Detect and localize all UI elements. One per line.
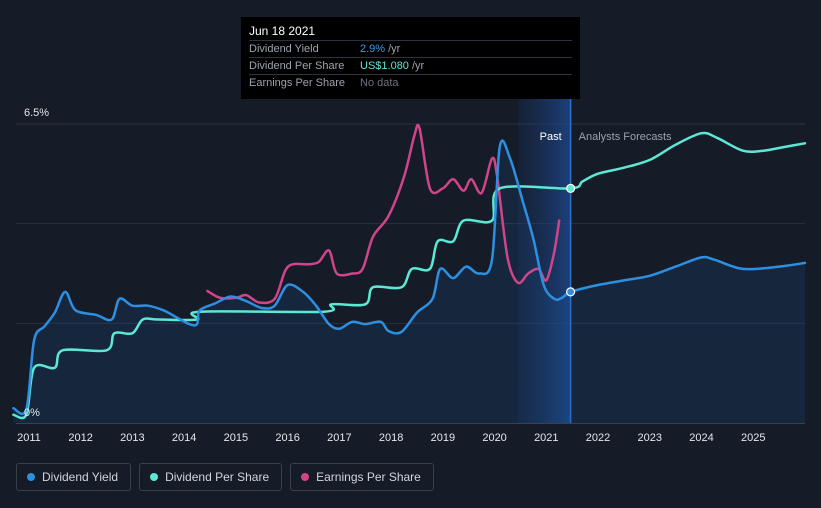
past-label: Past <box>540 131 562 143</box>
legend-label: Dividend Yield <box>42 470 119 484</box>
chart-markers <box>566 183 576 297</box>
x-tick-label: 2011 <box>17 432 41 444</box>
x-tick-label: 2018 <box>379 432 403 444</box>
dot-icon <box>301 473 310 481</box>
tooltip-value: US$1.080 <box>360 60 409 72</box>
y-tick-label: 0% <box>24 407 40 419</box>
dot-icon <box>150 473 159 481</box>
tooltip-row-earnings-per-share: Earnings Per Share No data <box>249 75 572 91</box>
past-region-shade <box>517 99 571 423</box>
cursor-marker <box>566 287 576 297</box>
series-line-dividend-per-share <box>12 131 807 420</box>
tooltip-value: No data <box>360 77 399 89</box>
legend-label: Dividend Per Share <box>165 470 270 484</box>
dot-icon <box>27 473 35 481</box>
tooltip-row-dividend-per-share: Dividend Per Share US$1.080 /yr <box>249 58 572 75</box>
chart-labels: 6.5% 0% 2011 2012 2013 2014 2015 2016 2017 2018 20… <box>17 107 765 444</box>
tooltip-unit: /yr <box>388 43 401 55</box>
x-tick-label: 2020 <box>482 432 506 444</box>
tooltip: Jun 18 2021 Dividend Yield 2.9% /yr Divi… <box>241 17 580 99</box>
tooltip-label: Dividend Yield <box>249 43 319 55</box>
cursor-marker <box>566 183 576 193</box>
forecast-label: Analysts Forecasts <box>579 131 672 143</box>
tooltip-row-dividend-yield: Dividend Yield 2.9% /yr <box>249 41 572 58</box>
chart-grid <box>16 123 805 424</box>
x-tick-label: 2025 <box>741 432 765 444</box>
x-tick-label: 2017 <box>327 432 351 444</box>
x-tick-label: 2019 <box>431 432 455 444</box>
legend-item-dividend-yield[interactable]: Dividend Yield <box>16 463 132 491</box>
x-tick-label: 2016 <box>275 432 299 444</box>
y-tick-label: 6.5% <box>24 107 49 119</box>
tooltip-value: 2.9% <box>360 43 386 55</box>
x-tick-label: 2021 <box>534 432 558 444</box>
x-tick-label: 2015 <box>224 432 248 444</box>
x-tick-label: 2013 <box>120 432 144 444</box>
x-tick-label: 2024 <box>689 432 713 444</box>
dividend-yield-area <box>13 140 805 423</box>
legend-item-earnings-per-share[interactable]: Earnings Per Share <box>290 463 434 491</box>
x-tick-label: 2014 <box>172 432 196 444</box>
chart-areas <box>13 140 805 423</box>
legend-label: Earnings Per Share <box>316 470 421 484</box>
legend: Dividend Yield Dividend Per Share Earnin… <box>16 463 434 491</box>
series-line-earnings-per-share <box>206 123 561 305</box>
tooltip-label: Dividend Per Share <box>249 60 345 72</box>
legend-item-dividend-per-share[interactable]: Dividend Per Share <box>139 463 283 491</box>
past-region <box>517 99 572 423</box>
tooltip-unit: /yr <box>411 60 425 72</box>
x-tick-label: 2022 <box>586 432 610 444</box>
x-tick-label: 2012 <box>68 432 92 444</box>
x-tick-label: 2023 <box>638 432 662 444</box>
tooltip-label: Earnings Per Share <box>249 77 345 89</box>
tooltip-date: Jun 18 2021 <box>249 23 572 41</box>
